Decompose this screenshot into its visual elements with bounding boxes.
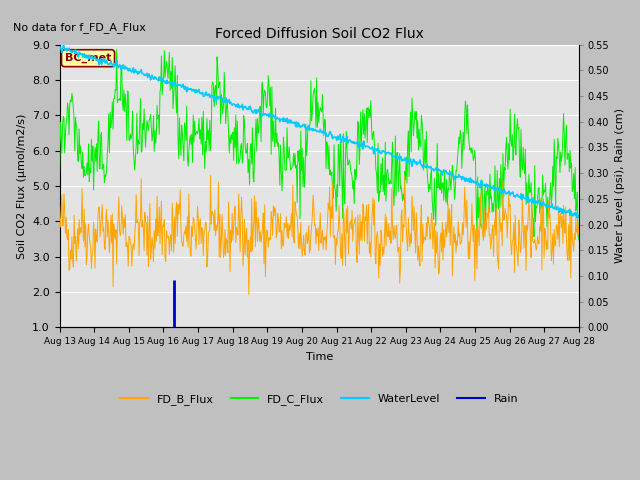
FD_B_Flux bbox=[252, 244, 259, 250]
WaterLevel bbox=[251, 107, 259, 113]
FD_C_Flux bbox=[609, 176, 617, 181]
WaterLevel bbox=[609, 224, 617, 229]
WaterLevel bbox=[223, 98, 231, 104]
FD_C_Flux bbox=[426, 181, 433, 187]
FD_C_Flux bbox=[394, 189, 402, 195]
Legend: FD_B_Flux, FD_C_Flux, WaterLevel, Rain: FD_B_Flux, FD_C_Flux, WaterLevel, Rain bbox=[116, 389, 523, 409]
FD_B_Flux bbox=[207, 172, 214, 178]
FD_B_Flux bbox=[426, 236, 434, 242]
Text: BC_met: BC_met bbox=[65, 53, 111, 63]
Line: FD_B_Flux: FD_B_Flux bbox=[60, 175, 613, 294]
WaterLevel bbox=[271, 114, 279, 120]
WaterLevel bbox=[60, 43, 67, 48]
FD_B_Flux bbox=[609, 205, 617, 211]
FD_C_Flux bbox=[113, 47, 120, 52]
FD_B_Flux bbox=[395, 244, 403, 250]
FD_B_Flux bbox=[121, 225, 129, 230]
FD_C_Flux bbox=[594, 242, 602, 248]
Text: No data for f_FD_A_Flux: No data for f_FD_A_Flux bbox=[13, 22, 146, 33]
FD_B_Flux bbox=[56, 215, 63, 221]
FD_B_Flux bbox=[245, 291, 253, 297]
Title: Forced Diffusion Soil CO2 Flux: Forced Diffusion Soil CO2 Flux bbox=[215, 26, 424, 41]
FD_B_Flux bbox=[273, 235, 280, 240]
Line: WaterLevel: WaterLevel bbox=[60, 46, 613, 228]
WaterLevel bbox=[56, 44, 63, 49]
WaterLevel bbox=[426, 165, 433, 171]
FD_C_Flux bbox=[122, 91, 129, 97]
X-axis label: Time: Time bbox=[305, 352, 333, 361]
WaterLevel bbox=[607, 226, 614, 231]
FD_C_Flux bbox=[271, 106, 279, 111]
Y-axis label: Soil CO2 Flux (μmol/m2/s): Soil CO2 Flux (μmol/m2/s) bbox=[17, 113, 27, 259]
FD_C_Flux bbox=[251, 149, 259, 155]
WaterLevel bbox=[394, 154, 402, 160]
FD_C_Flux bbox=[56, 168, 63, 174]
FD_B_Flux bbox=[223, 239, 231, 244]
WaterLevel bbox=[122, 64, 129, 70]
Line: FD_C_Flux: FD_C_Flux bbox=[60, 49, 613, 245]
FD_C_Flux bbox=[223, 96, 231, 102]
Y-axis label: Water Level (psi), Rain (cm): Water Level (psi), Rain (cm) bbox=[615, 108, 625, 264]
